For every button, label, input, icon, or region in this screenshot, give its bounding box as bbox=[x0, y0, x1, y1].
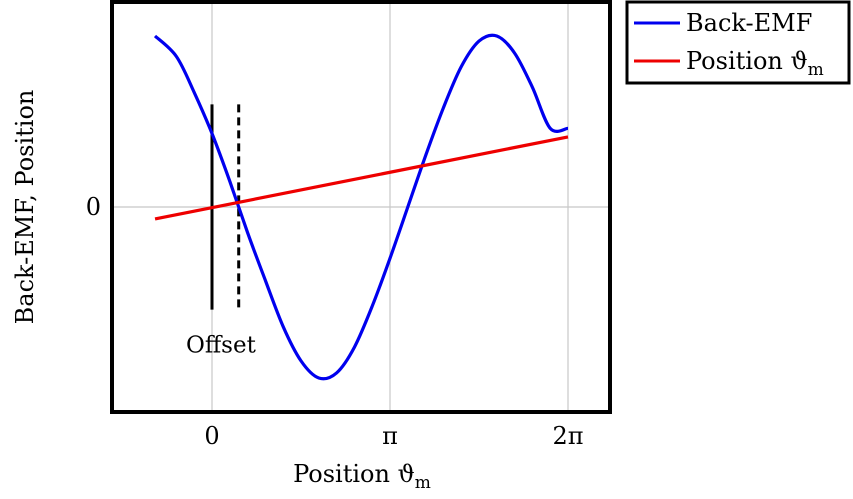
legend-box bbox=[625, 0, 851, 85]
y-tick-label-0: 0 bbox=[86, 193, 101, 221]
x-tick-label-0: 0 bbox=[204, 422, 219, 450]
legend-label-position: Position ϑm bbox=[686, 47, 824, 80]
offset-label: Offset bbox=[186, 332, 257, 358]
legend: Back-EMF Position ϑm bbox=[625, 0, 851, 85]
plot-frame bbox=[110, 0, 612, 414]
x-axis-title: Position ϑm bbox=[293, 460, 431, 493]
x-tick-label-2: 2π bbox=[552, 422, 583, 450]
y-axis-title: Back-EMF, Position bbox=[11, 90, 39, 325]
series-group bbox=[153, 33, 569, 381]
tick-labels: 0 π 2π 0 bbox=[86, 193, 584, 450]
series-line-back-emf bbox=[153, 33, 569, 381]
series-line-position bbox=[154, 135, 569, 221]
legend-label-back-emf: Back-EMF bbox=[686, 9, 812, 37]
annotation-text: Offset bbox=[186, 332, 257, 358]
x-tick-label-1: π bbox=[382, 422, 398, 450]
